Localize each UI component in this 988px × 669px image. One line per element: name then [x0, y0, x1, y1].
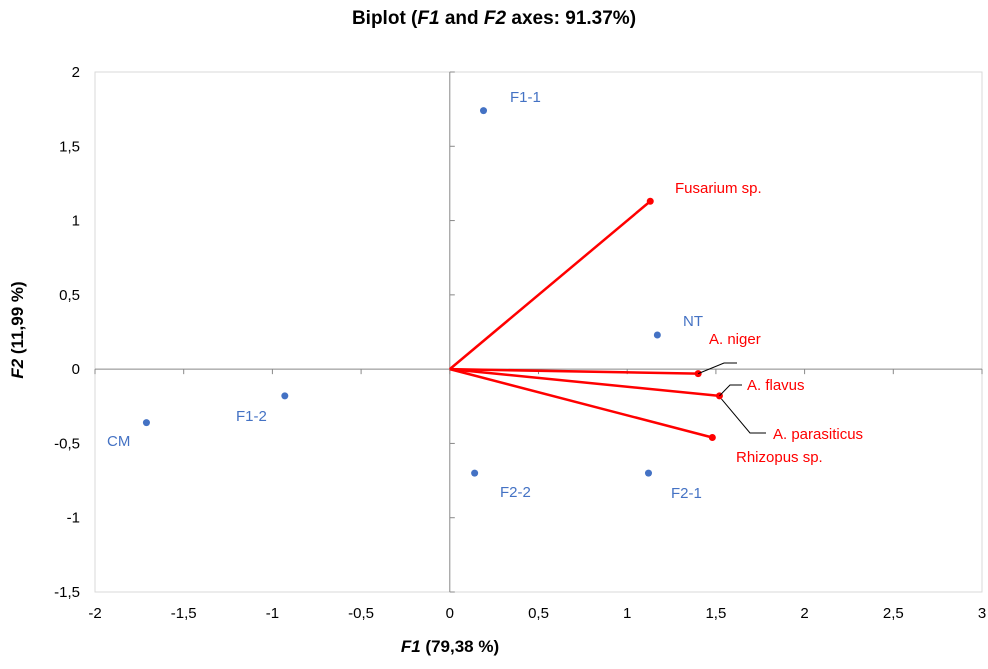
observation-label: F1-2	[236, 408, 267, 425]
observation-point	[653, 331, 661, 339]
chart-title-prefix: Biplot (	[351, 8, 418, 29]
y-tick-label: 1,5	[59, 138, 80, 155]
y-tick-label: 2	[72, 64, 80, 81]
observation-point	[471, 469, 479, 477]
y-tick-label: -1	[67, 510, 80, 527]
y-tick-label: -0,5	[54, 435, 80, 452]
x-tick-label: -2	[88, 605, 101, 622]
leader-lines-layer	[697, 362, 766, 434]
variable-label: A. niger	[709, 331, 761, 348]
x-tick-label: 1	[623, 605, 631, 622]
variable-label: A. flavus	[747, 377, 805, 394]
x-tick-label: 0,5	[528, 605, 549, 622]
y-tick-label: -1,5	[54, 584, 80, 601]
plot-frame	[94, 71, 983, 593]
x-tick-label: -0,5	[348, 605, 374, 622]
observation-label: F1-1	[510, 89, 541, 106]
variable-vector	[449, 367, 720, 398]
y-tick-label: 0	[72, 361, 80, 378]
y-axis-title-name: F2	[8, 358, 27, 379]
x-tick-label: 2	[800, 605, 808, 622]
point-labels-layer: Fusarium sp. A. niger A. flavus A. parasiti…	[107, 89, 863, 502]
observation-label: F2-2	[500, 484, 531, 501]
x-axis-title-percent: (79,38 %)	[420, 637, 500, 656]
variable-vector	[448, 200, 652, 371]
chart-title-axis2: F2	[483, 8, 507, 29]
variable-vector	[449, 367, 713, 439]
variable-vector	[449, 367, 699, 375]
y-axis-title: F2 (11,99 %)	[8, 281, 28, 378]
observation-point	[480, 107, 488, 115]
variable-point	[708, 433, 716, 441]
observation-point	[142, 419, 150, 427]
y-axis-title-percent: (11,99 %)	[8, 281, 27, 359]
y-tick-label: 1	[72, 213, 80, 230]
variable-label: Fusarium sp.	[675, 180, 762, 197]
chart-title: Biplot (F1 and F2 axes: 91.37%)	[0, 8, 988, 30]
variable-vectors-layer	[448, 197, 723, 441]
variable-label: Rhizopus sp.	[736, 449, 823, 466]
observation-label: CM	[107, 433, 130, 450]
x-axis-title: F1 (79,38 %)	[0, 637, 900, 657]
leader-line-a-niger	[697, 362, 737, 375]
observation-points-layer	[142, 107, 661, 477]
x-tick-label: 0	[446, 605, 454, 622]
x-tick-label: -1	[266, 605, 279, 622]
x-tick-label: 1,5	[705, 605, 726, 622]
variable-point	[646, 197, 654, 205]
chart-title-suffix: axes: 91.37%)	[506, 8, 637, 29]
variable-label: A. parasiticus	[773, 426, 863, 443]
leader-line-a-parasiticus	[721, 398, 766, 434]
y-tick-label: 0,5	[59, 287, 80, 304]
observation-point	[644, 469, 652, 477]
tick-labels-layer: -2 -1,5 -1 -0,5 0 0,5 1 1,5 2 2,5 3 2 1,5 1 0,5 0 -0,5 -1…	[54, 64, 986, 622]
leader-line-a-flavus	[719, 384, 742, 397]
chart-title-middle: and	[439, 8, 484, 29]
axes-layer	[94, 71, 983, 593]
x-axis-title-name: F1	[400, 637, 421, 656]
observation-label: F2-1	[671, 485, 702, 502]
observation-point	[281, 392, 289, 400]
observation-label: NT	[683, 313, 703, 330]
x-tick-label: -1,5	[171, 605, 197, 622]
x-tick-label: 2,5	[883, 605, 904, 622]
x-tick-label: 3	[978, 605, 986, 622]
chart-title-axis1: F1	[417, 8, 440, 29]
